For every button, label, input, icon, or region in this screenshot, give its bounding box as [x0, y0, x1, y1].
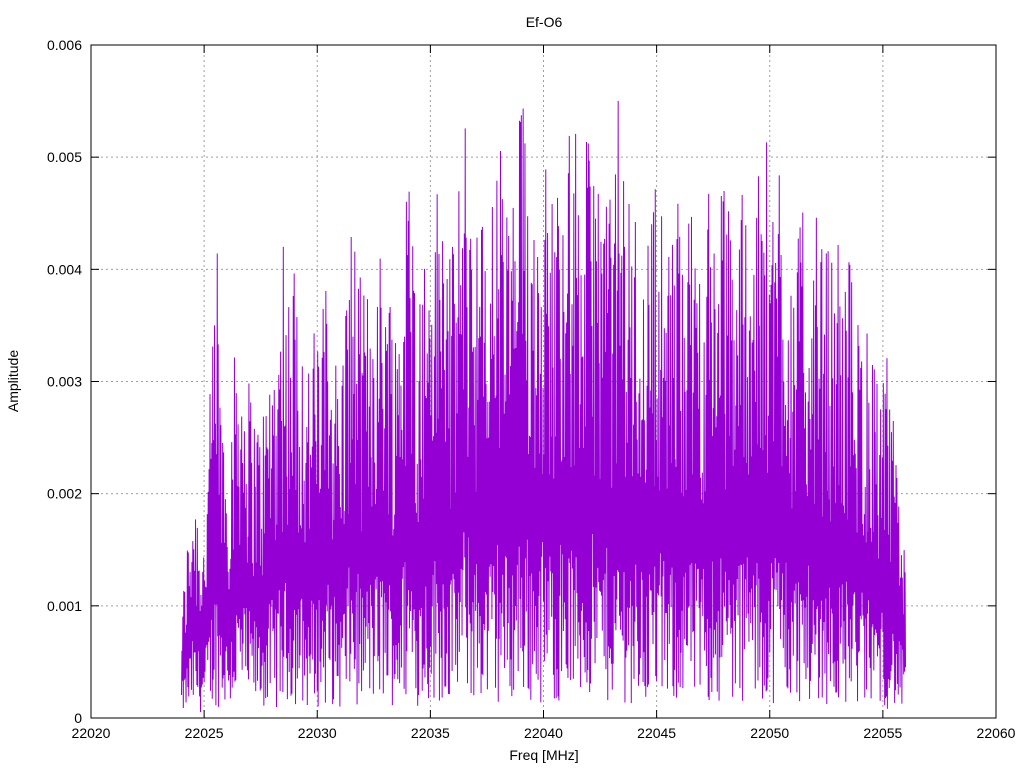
- y-tick-label: 0.005: [47, 149, 82, 165]
- x-tick-label: 22055: [863, 725, 902, 741]
- y-tick-label: 0.003: [47, 374, 82, 390]
- x-tick-label: 22035: [411, 725, 450, 741]
- amplitude-line: [181, 100, 906, 713]
- x-tick-label: 22060: [977, 725, 1016, 741]
- x-tick-label: 22030: [298, 725, 337, 741]
- x-axis-label: Freq [MHz]: [509, 747, 578, 763]
- y-axis: 0 0.001 0.002 0.003 0.004 0.005 0.006: [47, 37, 996, 726]
- y-tick-label: 0.006: [47, 37, 82, 53]
- x-tick-label: 22020: [72, 725, 111, 741]
- y-tick-label: 0.001: [47, 598, 82, 614]
- x-axis: 22020 22025 22030 22035 22040 22045 22050 22055…: [72, 45, 1016, 741]
- y-axis-label: Amplitude: [5, 350, 21, 412]
- y-tick-label: 0: [74, 710, 82, 726]
- y-tick-label: 0.002: [47, 486, 82, 502]
- x-tick-label: 22025: [185, 725, 224, 741]
- chart-title: Ef-O6: [526, 14, 563, 30]
- x-tick-label: 22045: [637, 725, 676, 741]
- x-tick-label: 22050: [750, 725, 789, 741]
- series-line: [181, 100, 906, 713]
- y-tick-label: 0.004: [47, 261, 82, 277]
- x-tick-label: 22040: [524, 725, 563, 741]
